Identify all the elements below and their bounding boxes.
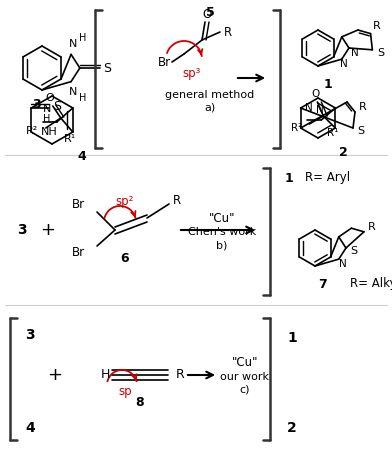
Text: N: N: [305, 103, 312, 113]
Text: 1: 1: [324, 77, 332, 91]
Text: Br: Br: [72, 198, 85, 212]
Text: R: R: [368, 222, 376, 232]
Text: S: S: [377, 48, 384, 58]
Text: b): b): [216, 240, 228, 250]
Text: N: N: [316, 105, 324, 115]
Text: sp²: sp²: [116, 196, 134, 208]
Text: our work: our work: [220, 372, 270, 382]
Text: 4: 4: [78, 149, 86, 163]
Text: sp³: sp³: [183, 67, 201, 81]
Text: 3: 3: [33, 98, 41, 111]
Text: Br: Br: [72, 246, 85, 260]
Text: 7: 7: [319, 278, 327, 290]
Text: sp: sp: [118, 386, 132, 399]
Text: R: R: [176, 368, 184, 381]
Text: 3: 3: [25, 328, 35, 342]
Text: R= Alkyl: R= Alkyl: [350, 278, 392, 290]
Text: H: H: [43, 114, 51, 124]
Text: N: N: [351, 48, 359, 58]
Text: N: N: [69, 87, 77, 96]
Text: O: O: [311, 89, 319, 99]
Text: O: O: [202, 8, 212, 20]
Text: N: N: [340, 59, 348, 69]
Text: R: R: [373, 20, 380, 31]
Text: a): a): [204, 103, 216, 113]
Text: N: N: [69, 39, 77, 49]
Text: R: R: [173, 193, 181, 207]
Text: +: +: [40, 221, 56, 239]
Text: H: H: [101, 368, 110, 381]
Text: Br: Br: [158, 56, 171, 68]
Text: 5: 5: [206, 5, 214, 19]
Text: general method: general method: [165, 90, 255, 100]
Text: NH: NH: [41, 127, 58, 137]
Text: H: H: [79, 93, 87, 103]
Text: N: N: [43, 104, 51, 114]
Text: O: O: [45, 93, 54, 103]
Text: 8: 8: [136, 396, 144, 410]
Text: 4: 4: [25, 421, 35, 435]
Text: H: H: [79, 34, 87, 43]
Text: R¹: R¹: [327, 128, 339, 138]
Text: 2: 2: [339, 145, 347, 159]
Text: R: R: [359, 102, 367, 112]
Text: R¹: R¹: [64, 134, 76, 144]
Text: Chen's work: Chen's work: [188, 227, 256, 237]
Text: "Cu": "Cu": [232, 357, 258, 370]
Text: 3: 3: [17, 223, 27, 237]
Text: 2: 2: [287, 421, 297, 435]
Text: 1: 1: [285, 172, 294, 184]
Text: +: +: [47, 366, 62, 384]
Text: R²: R²: [25, 126, 38, 136]
Text: S: S: [103, 62, 111, 74]
Text: S: S: [53, 100, 61, 112]
Text: R: R: [224, 25, 232, 39]
Text: S: S: [350, 246, 358, 256]
Text: "Cu": "Cu": [209, 212, 235, 225]
Text: 6: 6: [121, 251, 129, 265]
Text: 1: 1: [287, 331, 297, 345]
Text: R²: R²: [291, 123, 302, 133]
Text: c): c): [240, 385, 250, 395]
Text: R= Aryl: R= Aryl: [305, 172, 350, 184]
Text: N: N: [339, 259, 347, 269]
Text: S: S: [358, 126, 365, 136]
